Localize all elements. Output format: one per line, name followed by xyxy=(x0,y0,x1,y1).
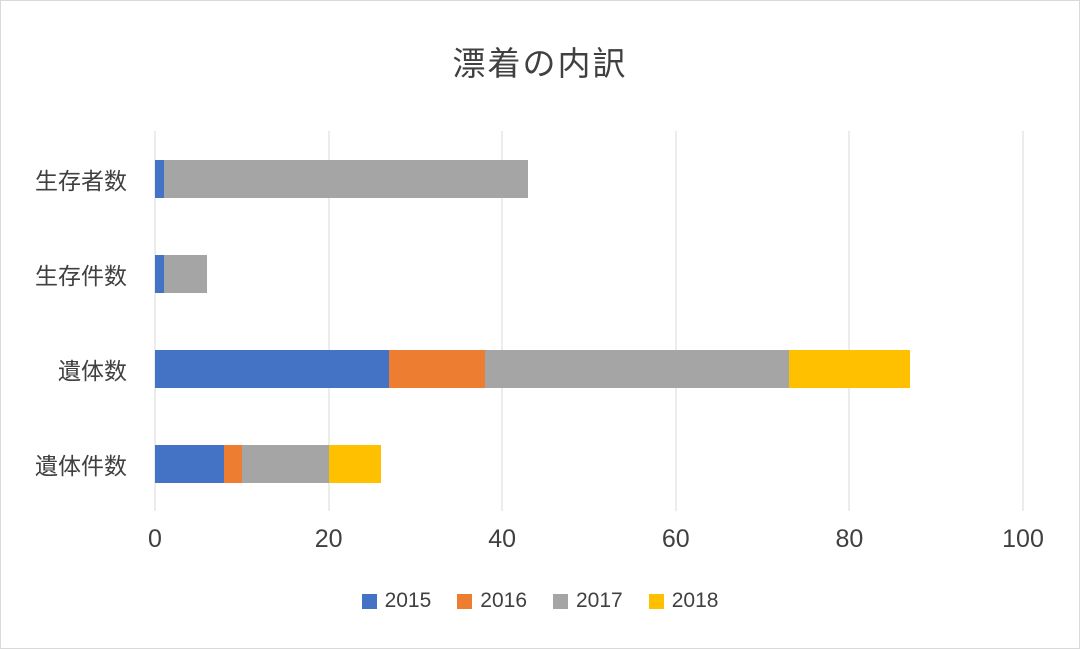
x-tick-label: 40 xyxy=(488,525,517,553)
legend-label: 2016 xyxy=(480,589,527,612)
bar-segment-2016 xyxy=(224,444,242,483)
plot-area xyxy=(154,131,1024,511)
gridlines xyxy=(154,131,1024,511)
legend-item-2015: 2015 xyxy=(361,589,432,613)
x-tick-label: 80 xyxy=(835,525,864,553)
stacked-bar xyxy=(155,349,1023,388)
bar-segment-2017 xyxy=(484,349,789,388)
stacked-bar xyxy=(155,254,1023,293)
gridline xyxy=(1022,131,1024,511)
gridline xyxy=(675,131,677,511)
category-labels: 生存者数生存件数遺体数遺体件数 xyxy=(1,131,141,511)
gridline xyxy=(328,131,330,511)
bars xyxy=(155,131,1023,511)
bar-row xyxy=(155,131,1023,226)
legend-label: 2017 xyxy=(576,589,623,612)
bar-segment-2016 xyxy=(389,349,485,388)
legend-swatch-icon xyxy=(361,593,377,609)
legend: 2015 2016 2017 2018 xyxy=(1,589,1079,613)
legend-swatch-icon xyxy=(648,593,664,609)
legend-swatch-icon xyxy=(457,593,473,609)
bar-row xyxy=(155,321,1023,416)
bar-segment-2018 xyxy=(328,444,381,483)
bar-segment-2017 xyxy=(163,159,529,198)
bar-segment-2015 xyxy=(155,444,225,483)
bar-segment-2015 xyxy=(155,159,164,198)
category-label: 遺体数 xyxy=(58,357,127,384)
bar-segment-2018 xyxy=(788,349,911,388)
legend-swatch-icon xyxy=(553,593,568,609)
bar-row xyxy=(155,416,1023,511)
legend-item-2016: 2016 xyxy=(457,589,527,613)
bar-segment-2015 xyxy=(155,349,390,388)
gridline xyxy=(848,131,850,511)
category-label: 遺体件数 xyxy=(35,452,127,479)
stacked-bar xyxy=(155,159,1023,198)
legend-item-2018: 2018 xyxy=(648,589,719,613)
legend-label: 2015 xyxy=(384,589,432,612)
gridline xyxy=(501,131,503,511)
bar-segment-2015 xyxy=(155,254,164,293)
x-axis: 0 20 40 60 80 100 xyxy=(148,525,1044,555)
x-tick-label: 0 xyxy=(148,525,162,553)
bar-segment-2017 xyxy=(241,444,329,483)
x-tick-label: 100 xyxy=(1002,525,1044,553)
legend-item-2017: 2017 xyxy=(553,589,623,613)
legend-label: 2018 xyxy=(671,589,719,612)
category-label: 生存件数 xyxy=(35,262,127,289)
bar-segment-2017 xyxy=(163,254,208,293)
stacked-bar xyxy=(155,444,1023,483)
chart-title: 漂着の内訳 xyxy=(452,45,628,82)
bar-row xyxy=(155,226,1023,321)
category-label: 生存者数 xyxy=(35,167,127,194)
y-axis-line xyxy=(154,131,156,511)
x-tick-label: 60 xyxy=(661,525,690,553)
x-tick-label: 20 xyxy=(314,525,343,553)
